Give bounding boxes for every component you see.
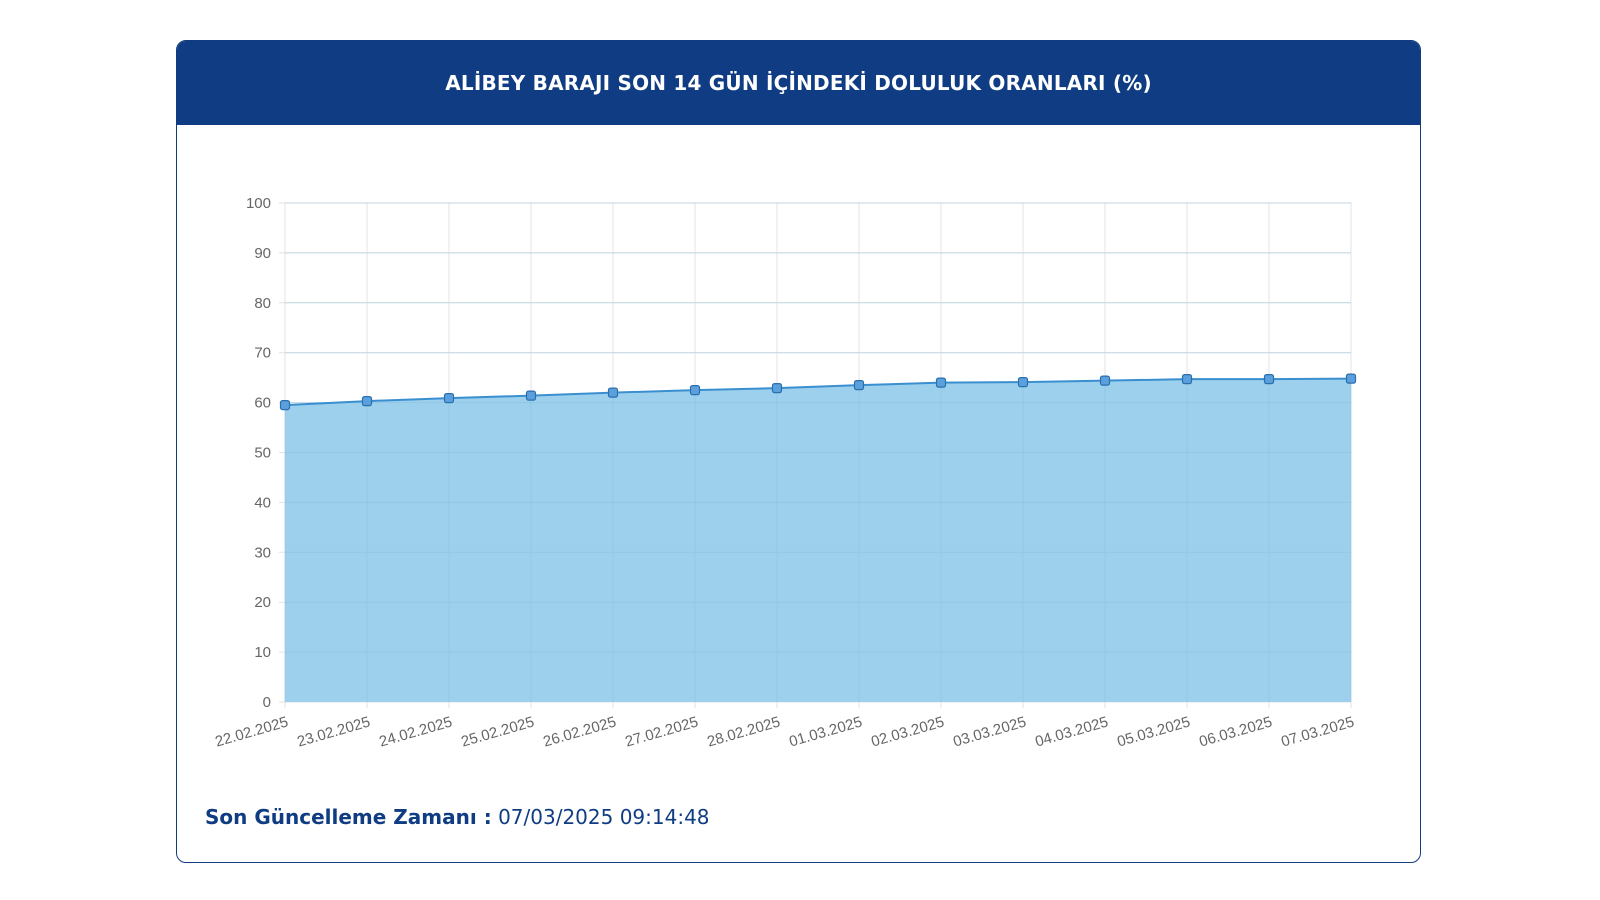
data-point	[1263, 374, 1275, 385]
data-point	[771, 383, 783, 394]
data-point	[361, 396, 373, 407]
last-update: Son Güncelleme Zamanı : 07/03/2025 09:14…	[205, 805, 710, 829]
data-point	[525, 390, 537, 401]
series-area	[285, 378, 1351, 702]
x-tick-label: 06.03.2025	[1197, 714, 1274, 751]
card-header: ALİBEY BARAJI SON 14 GÜN İÇİNDEKİ DOLULU…	[177, 41, 1420, 125]
data-point	[1181, 374, 1193, 385]
data-point	[443, 393, 455, 404]
data-point	[853, 380, 865, 391]
data-point	[1017, 377, 1029, 388]
data-point	[607, 387, 619, 398]
y-tick-label: 0	[263, 694, 271, 711]
x-tick-label: 26.02.2025	[541, 714, 618, 751]
data-point	[1099, 375, 1111, 386]
chart-area: 0 10 20 30 40 50 60 70 80 90 100 22.02.2025 23.02.20…	[177, 125, 1419, 765]
x-tick-label: 22.02.2025	[213, 714, 290, 751]
y-tick-label: 100	[246, 195, 271, 212]
series-line	[284, 377, 1352, 407]
y-tick-label: 90	[254, 245, 271, 262]
last-update-label: Son Güncelleme Zamanı :	[205, 805, 492, 829]
data-point	[279, 399, 291, 411]
y-tick-label: 70	[254, 345, 271, 362]
x-tick-label: 05.03.2025	[1115, 714, 1192, 751]
x-tick-label: 01.03.2025	[787, 714, 864, 751]
x-tick-label: 07.03.2025	[1279, 714, 1356, 751]
y-tick-label: 60	[254, 395, 271, 412]
y-tick-label: 50	[254, 445, 271, 462]
chart-title: ALİBEY BARAJI SON 14 GÜN İÇİNDEKİ DOLULU…	[445, 71, 1152, 95]
x-tick-label: 23.02.2025	[295, 714, 372, 751]
chart-card: ALİBEY BARAJI SON 14 GÜN İÇİNDEKİ DOLULU…	[176, 40, 1421, 863]
data-point	[689, 385, 701, 396]
x-tick-label: 24.02.2025	[377, 714, 454, 751]
x-tick-label: 28.02.2025	[705, 714, 782, 751]
y-tick-label: 20	[254, 594, 271, 611]
y-tick-label: 80	[254, 295, 271, 312]
x-tick-label: 02.03.2025	[869, 714, 946, 751]
data-point	[935, 377, 947, 388]
x-tick-label: 27.02.2025	[623, 714, 700, 751]
last-update-value: 07/03/2025 09:14:48	[498, 805, 710, 829]
y-tick-label: 30	[254, 544, 271, 561]
y-tick-label: 10	[254, 644, 271, 661]
data-point	[1345, 373, 1357, 384]
x-tick-label: 04.03.2025	[1033, 714, 1110, 751]
x-tick-label: 03.03.2025	[951, 714, 1028, 751]
fill-rate-chart: 0 10 20 30 40 50 60 70 80 90 100 22.02.2025 23.02.20…	[213, 195, 1357, 751]
x-tick-label: 25.02.2025	[459, 714, 536, 751]
y-tick-label: 40	[254, 494, 271, 511]
